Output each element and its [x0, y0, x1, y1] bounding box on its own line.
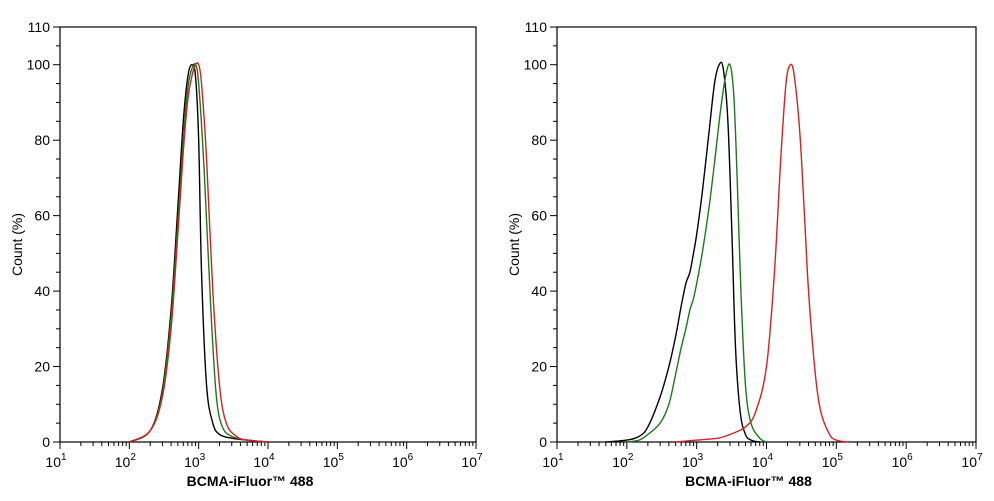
- x-tick-base: 10: [115, 454, 131, 470]
- x-tick-label: 107: [461, 452, 483, 470]
- x-tick-exponent: 5: [837, 452, 843, 463]
- y-tick-label: 0: [539, 434, 547, 450]
- x-tick-base: 10: [461, 454, 477, 470]
- x-tick-label: 101: [45, 452, 67, 470]
- x-tick-exponent: 6: [907, 452, 913, 463]
- x-tick-label: 105: [323, 452, 345, 470]
- y-tick-label: 20: [34, 359, 50, 375]
- histogram-series-3: [128, 62, 269, 443]
- y-tick-label: 110: [28, 19, 51, 35]
- y-tick-label: 100: [524, 57, 548, 73]
- x-axis-title: BCMA-iFluor™ 488: [685, 473, 812, 489]
- y-tick-label: 60: [34, 208, 50, 224]
- x-tick-label: 105: [822, 452, 844, 470]
- x-tick-base: 10: [392, 454, 408, 470]
- x-tick-exponent: 2: [628, 452, 634, 463]
- x-tick-label: 102: [612, 452, 634, 470]
- x-tick-base: 10: [752, 454, 768, 470]
- x-tick-label: 102: [115, 452, 137, 470]
- x-tick-exponent: 1: [558, 452, 564, 463]
- y-tick-label: 110: [525, 19, 548, 35]
- y-tick-label: 80: [34, 132, 50, 148]
- x-tick-base: 10: [961, 454, 977, 470]
- x-tick-base: 10: [253, 454, 269, 470]
- y-tick-label: 80: [531, 132, 547, 148]
- x-tick-label: 104: [752, 452, 774, 470]
- x-tick-label: 103: [682, 452, 704, 470]
- x-tick-exponent: 2: [130, 452, 136, 463]
- x-tick-label: 107: [961, 452, 983, 470]
- x-tick-label: 101: [542, 452, 564, 470]
- x-tick-exponent: 3: [698, 452, 704, 463]
- x-tick-base: 10: [542, 454, 558, 470]
- x-tick-base: 10: [612, 454, 628, 470]
- x-tick-label: 106: [892, 452, 914, 470]
- x-tick-base: 10: [45, 454, 61, 470]
- x-tick-label: 103: [184, 452, 206, 470]
- x-tick-base: 10: [323, 454, 339, 470]
- y-tick-label: 40: [531, 283, 547, 299]
- x-tick-base: 10: [822, 454, 838, 470]
- x-tick-exponent: 5: [338, 452, 344, 463]
- x-tick-base: 10: [892, 454, 908, 470]
- x-tick-exponent: 7: [477, 452, 483, 463]
- x-tick-exponent: 1: [61, 452, 67, 463]
- histogram-series-3: [675, 63, 849, 443]
- y-tick-label: 20: [531, 359, 547, 375]
- x-tick-exponent: 4: [269, 452, 275, 463]
- y-axis-title: Count (%): [9, 213, 25, 276]
- y-tick-label: 40: [34, 283, 50, 299]
- y-tick-label: 0: [42, 434, 50, 450]
- histogram-series-2: [626, 63, 767, 443]
- x-tick-exponent: 7: [977, 452, 983, 463]
- x-tick-exponent: 3: [200, 452, 206, 463]
- x-tick-label: 104: [253, 452, 275, 470]
- y-tick-label: 100: [27, 57, 51, 73]
- x-axis-title: BCMA-iFluor™ 488: [187, 473, 314, 489]
- x-tick-exponent: 6: [408, 452, 414, 463]
- x-tick-base: 10: [682, 454, 698, 470]
- x-tick-label: 106: [392, 452, 414, 470]
- histogram-series-1: [605, 61, 760, 443]
- y-axis-title: Count (%): [506, 213, 522, 276]
- x-tick-base: 10: [184, 454, 200, 470]
- x-tick-exponent: 4: [768, 452, 774, 463]
- y-tick-label: 60: [531, 208, 547, 224]
